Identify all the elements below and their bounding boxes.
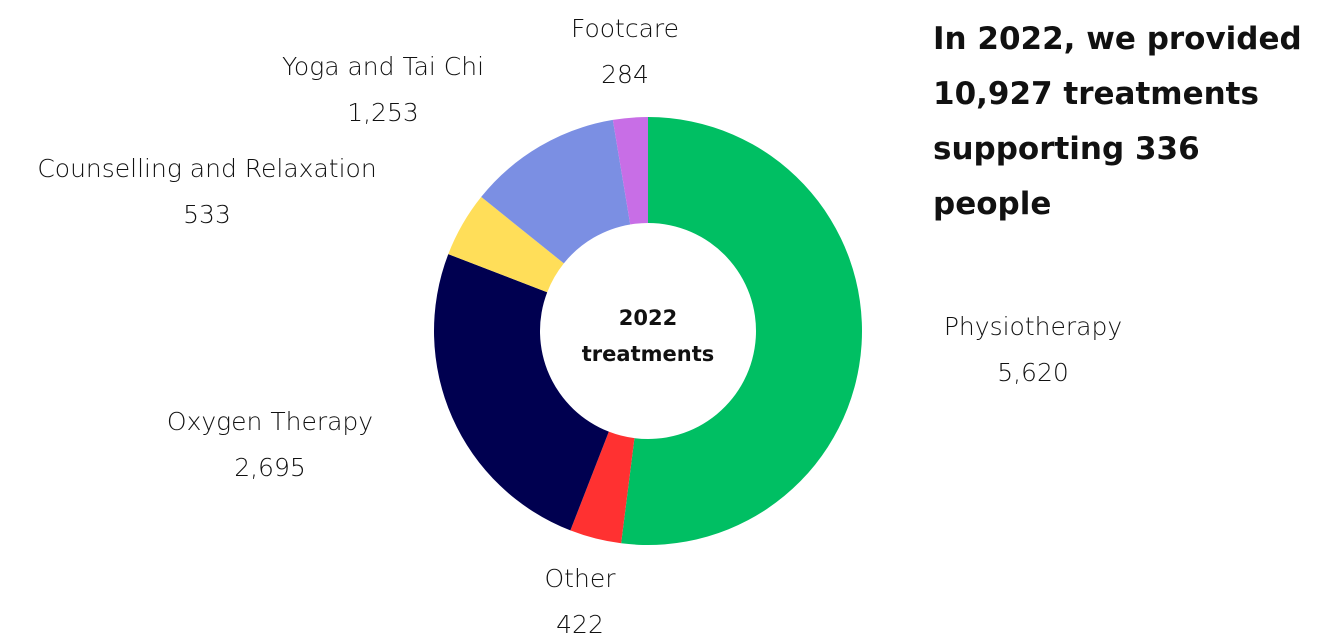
- center-label: 2022: [619, 306, 677, 330]
- slice-label: Yoga and Tai Chi: [282, 52, 484, 81]
- slice-value: 422: [556, 610, 604, 639]
- headline: In 2022, we provided 10,927 treatments s…: [933, 21, 1302, 222]
- slice-value: 1,253: [347, 98, 419, 127]
- slice-value: 533: [183, 200, 231, 229]
- slice: [434, 254, 609, 531]
- slice-value: 284: [601, 60, 649, 89]
- slice-value: 5,620: [997, 358, 1069, 387]
- slice-label: Physiotherapy: [944, 312, 1122, 341]
- slice: [621, 117, 862, 546]
- slice: [481, 119, 631, 264]
- slice-label: Other: [545, 564, 617, 593]
- slice-label: Oxygen Therapy: [167, 407, 373, 436]
- slice: [612, 117, 648, 225]
- slice-label: Footcare: [571, 14, 679, 43]
- slice-label: Counselling and Relaxation: [37, 154, 376, 183]
- center-label: treatments: [582, 342, 714, 366]
- slice-value: 2,695: [234, 453, 306, 482]
- slice: [448, 196, 564, 293]
- slice: [570, 431, 635, 544]
